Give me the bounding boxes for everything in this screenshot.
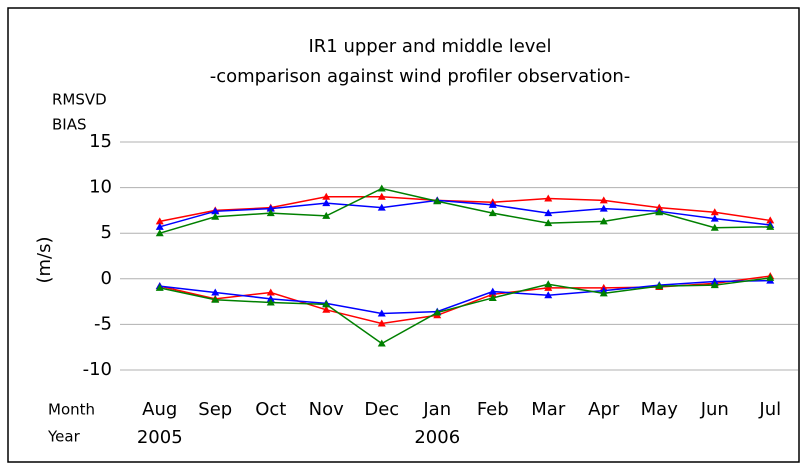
marker [322, 211, 331, 219]
x-tick-label: Oct [255, 399, 286, 420]
marker [544, 194, 553, 202]
marker [544, 209, 553, 217]
chart-title: IR1 upper and middle level [308, 36, 551, 57]
marker [488, 287, 497, 295]
row-label: Month [48, 401, 95, 419]
marker [322, 300, 331, 308]
marker [377, 203, 386, 211]
marker [433, 308, 442, 316]
marker [155, 217, 164, 225]
marker [488, 209, 497, 217]
marker [599, 196, 608, 204]
series-line [159, 199, 771, 228]
marker [377, 192, 386, 200]
chart-subtitle: -comparison against wind profiler observ… [210, 66, 631, 87]
marker [266, 209, 275, 217]
quantity-label: RMSVD [52, 91, 107, 109]
x-tick-label: Feb [477, 399, 509, 420]
marker [544, 280, 553, 288]
x-tick-label: Sep [198, 399, 232, 420]
x-tick-label: May [641, 399, 679, 420]
marker [211, 288, 220, 296]
marker [377, 319, 386, 327]
marker [766, 273, 775, 281]
marker [599, 217, 608, 225]
marker [655, 203, 664, 211]
marker [599, 204, 608, 212]
series-line [159, 195, 771, 223]
x-tick-label: Dec [364, 399, 399, 420]
marker [322, 199, 331, 207]
marker [488, 293, 497, 301]
y-tick-label: -10 [83, 359, 112, 380]
marker [155, 229, 164, 237]
marker [766, 216, 775, 224]
marker [544, 283, 553, 291]
x-tick-label: Aug [142, 399, 177, 420]
marker [544, 219, 553, 227]
marker [377, 339, 386, 347]
year-label: 2006 [414, 427, 460, 448]
marker [266, 204, 275, 212]
marker [599, 289, 608, 297]
marker [433, 197, 442, 205]
marker [655, 282, 664, 290]
x-tick-label: Jan [422, 399, 451, 420]
y-tick-label: -5 [94, 313, 112, 334]
series-line [159, 279, 771, 315]
x-tick-label: Jul [758, 399, 781, 420]
marker [655, 208, 664, 216]
marker [155, 283, 164, 291]
quantity-label: BIAS [52, 116, 87, 134]
frame [7, 7, 800, 463]
y-tick-label: 15 [89, 131, 112, 152]
marker [710, 277, 719, 285]
row-label: Year [47, 428, 81, 446]
marker [766, 222, 775, 230]
marker [266, 298, 275, 306]
x-tick-label: Jun [700, 399, 729, 420]
marker [266, 288, 275, 296]
year-label: 2005 [137, 427, 183, 448]
marker [710, 214, 719, 222]
marker [322, 305, 331, 313]
y-tick-label: 5 [101, 222, 112, 243]
marker [488, 200, 497, 208]
y-tick-label: 10 [89, 177, 112, 198]
marker [266, 294, 275, 302]
marker [710, 281, 719, 289]
marker [211, 295, 220, 303]
marker [211, 207, 220, 215]
x-tick-label: Nov [309, 399, 344, 420]
marker [377, 309, 386, 317]
marker [155, 222, 164, 230]
y-tick-label: 0 [101, 268, 112, 289]
x-tick-label: Mar [531, 399, 566, 420]
series-line [159, 187, 771, 234]
y-axis-label: (m/s) [34, 236, 55, 283]
marker [544, 291, 553, 299]
marker [710, 208, 719, 216]
marker [377, 184, 386, 192]
marker [710, 223, 719, 231]
series-line [159, 277, 771, 345]
marker [211, 212, 220, 220]
x-tick-label: Apr [588, 399, 620, 420]
marker [322, 192, 331, 200]
